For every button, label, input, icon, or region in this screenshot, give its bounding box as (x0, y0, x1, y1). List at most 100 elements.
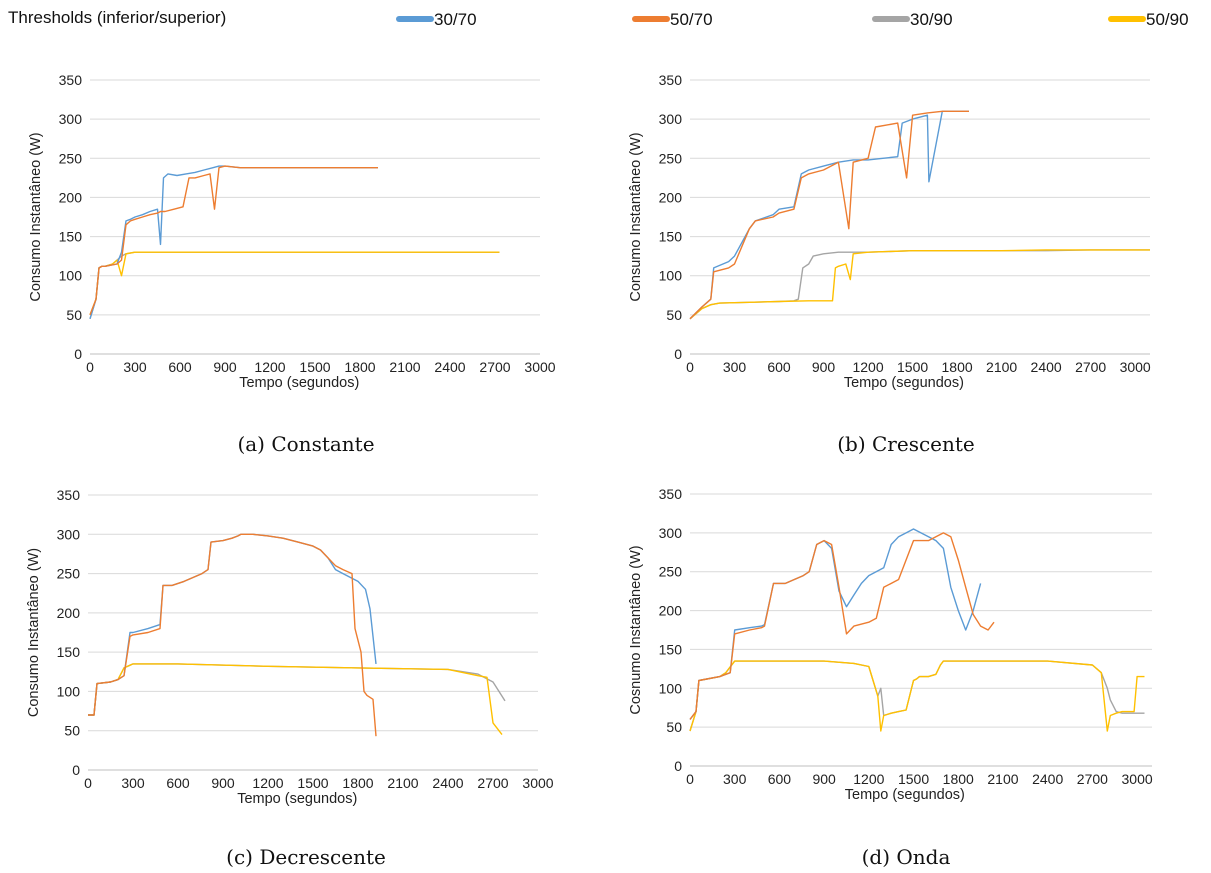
series-line-30-90 (689, 660, 1145, 732)
y-tick-label: 350 (59, 72, 83, 88)
legend-swatch (1108, 16, 1146, 22)
x-tick-label: 900 (213, 359, 237, 375)
chart-crescente: 0 50 100 150 200 250 300 350 0 300 600 900 1200 1500 1… (628, 72, 1151, 391)
chart-decrescente: 0 50 100 150 200 250 300 350 0 300 600 900 1200 1500 1… (26, 487, 554, 807)
y-tick-label: 0 (74, 346, 82, 362)
series-line-50-70 (689, 532, 995, 720)
y-tick-label: 250 (59, 150, 83, 166)
x-tick-label: 2700 (479, 359, 510, 375)
series-line-50-70 (88, 533, 377, 737)
legend-item-30-90: 30/90 (872, 10, 1002, 32)
legend-item-50-90: 50/90 (1108, 10, 1208, 32)
x-tick-label: 0 (84, 775, 92, 791)
x-tick-label: 1200 (852, 359, 883, 375)
x-tick-label: 1500 (897, 359, 928, 375)
x-tick-label: 1200 (252, 775, 283, 791)
y-tick-label: 200 (659, 189, 683, 205)
y-axis-title: Consumo Instantâneo (W) (628, 132, 644, 301)
x-tick-label: 0 (686, 771, 694, 787)
series-line-30-90 (88, 663, 506, 716)
x-tick-label: 2100 (987, 771, 1018, 787)
legend-label: 50/70 (670, 10, 713, 29)
x-tick-label: 1200 (853, 771, 884, 787)
y-axis-title: Consumo Instantâneo (W) (28, 132, 44, 301)
legend-label: 30/90 (910, 10, 953, 29)
y-tick-label: 100 (57, 683, 81, 699)
y-tick-label: 300 (659, 111, 683, 127)
x-tick-label: 600 (768, 771, 792, 787)
y-tick-label: 50 (64, 723, 80, 739)
x-tick-label: 1500 (299, 359, 330, 375)
y-tick-label: 50 (666, 719, 682, 735)
series-line-30-70 (88, 533, 377, 716)
x-tick-label: 0 (686, 359, 694, 375)
y-tick-label: 150 (659, 229, 683, 245)
y-tick-label: 50 (666, 307, 682, 323)
series-line-30-70 (689, 528, 982, 720)
legend-label: 30/70 (434, 10, 477, 29)
x-tick-label: 300 (121, 775, 145, 791)
y-tick-label: 0 (674, 758, 682, 774)
y-axis-title: Cosnumo Instantâneo (W) (628, 545, 644, 714)
x-tick-label: 2400 (1031, 359, 1062, 375)
y-tick-label: 350 (57, 487, 81, 503)
x-tick-label: 3000 (1120, 359, 1151, 375)
y-tick-label: 250 (659, 564, 683, 580)
x-tick-label: 3000 (524, 359, 555, 375)
x-tick-label: 900 (211, 775, 235, 791)
series-line-30-90 (89, 251, 500, 320)
caption-decrescente: (c) Decrescente (226, 845, 386, 869)
x-tick-label: 600 (168, 359, 192, 375)
y-tick-label: 350 (659, 486, 683, 502)
y-tick-label: 200 (659, 603, 683, 619)
x-tick-label: 1500 (297, 775, 328, 791)
legend-item-30-70: 30/70 (396, 10, 526, 32)
y-tick-label: 250 (57, 566, 81, 582)
legend-title: Thresholds (inferior/superior) (8, 8, 227, 27)
x-tick-label: 1200 (254, 359, 285, 375)
x-tick-label: 900 (812, 771, 836, 787)
x-tick-label: 600 (767, 359, 791, 375)
y-tick-label: 100 (659, 268, 683, 284)
x-tick-label: 2700 (1075, 359, 1106, 375)
x-tick-label: 2100 (389, 359, 420, 375)
series-line-50-70 (689, 110, 969, 320)
x-tick-label: 900 (812, 359, 836, 375)
y-tick-label: 150 (659, 641, 683, 657)
legend-item-50-70: 50/70 (632, 10, 762, 32)
chart-constante: 0 50 100 150 200 250 300 350 0 300 600 900 1200 1500 1… (28, 72, 556, 391)
x-tick-label: 1800 (342, 775, 373, 791)
x-tick-label: 2400 (1032, 771, 1063, 787)
x-tick-label: 2400 (432, 775, 463, 791)
x-tick-label: 2700 (1077, 771, 1108, 787)
x-tick-label: 600 (166, 775, 190, 791)
series-line-30-70 (89, 165, 378, 320)
y-tick-label: 300 (57, 526, 81, 542)
series-line-50-90 (689, 249, 1150, 320)
series-line-30-70 (689, 110, 969, 320)
x-tick-label: 1800 (943, 771, 974, 787)
x-tick-label: 3000 (1122, 771, 1153, 787)
y-tick-label: 150 (57, 644, 81, 660)
y-tick-label: 300 (59, 111, 83, 127)
x-tick-label: 2400 (434, 359, 465, 375)
x-tick-label: 3000 (522, 775, 553, 791)
y-tick-label: 0 (72, 762, 80, 778)
x-tick-label: 1800 (942, 359, 973, 375)
x-tick-label: 2700 (477, 775, 508, 791)
y-tick-label: 150 (59, 229, 83, 245)
y-tick-label: 50 (66, 307, 82, 323)
caption-constante: (a) Constante (237, 432, 375, 456)
x-tick-label: 300 (723, 359, 747, 375)
y-axis-title: Consumo Instantâneo (W) (26, 548, 42, 717)
series-line-30-90 (689, 249, 1150, 320)
y-tick-label: 350 (659, 72, 683, 88)
series-line-50-90 (689, 660, 1145, 732)
y-tick-label: 300 (659, 525, 683, 541)
x-tick-label: 0 (86, 359, 94, 375)
y-tick-label: 100 (659, 680, 683, 696)
series-line-50-70 (89, 165, 378, 316)
series-line-50-90 (88, 663, 503, 736)
x-axis-title: Tempo (segundos) (239, 375, 359, 391)
x-axis-title: Tempo (segundos) (845, 787, 965, 803)
